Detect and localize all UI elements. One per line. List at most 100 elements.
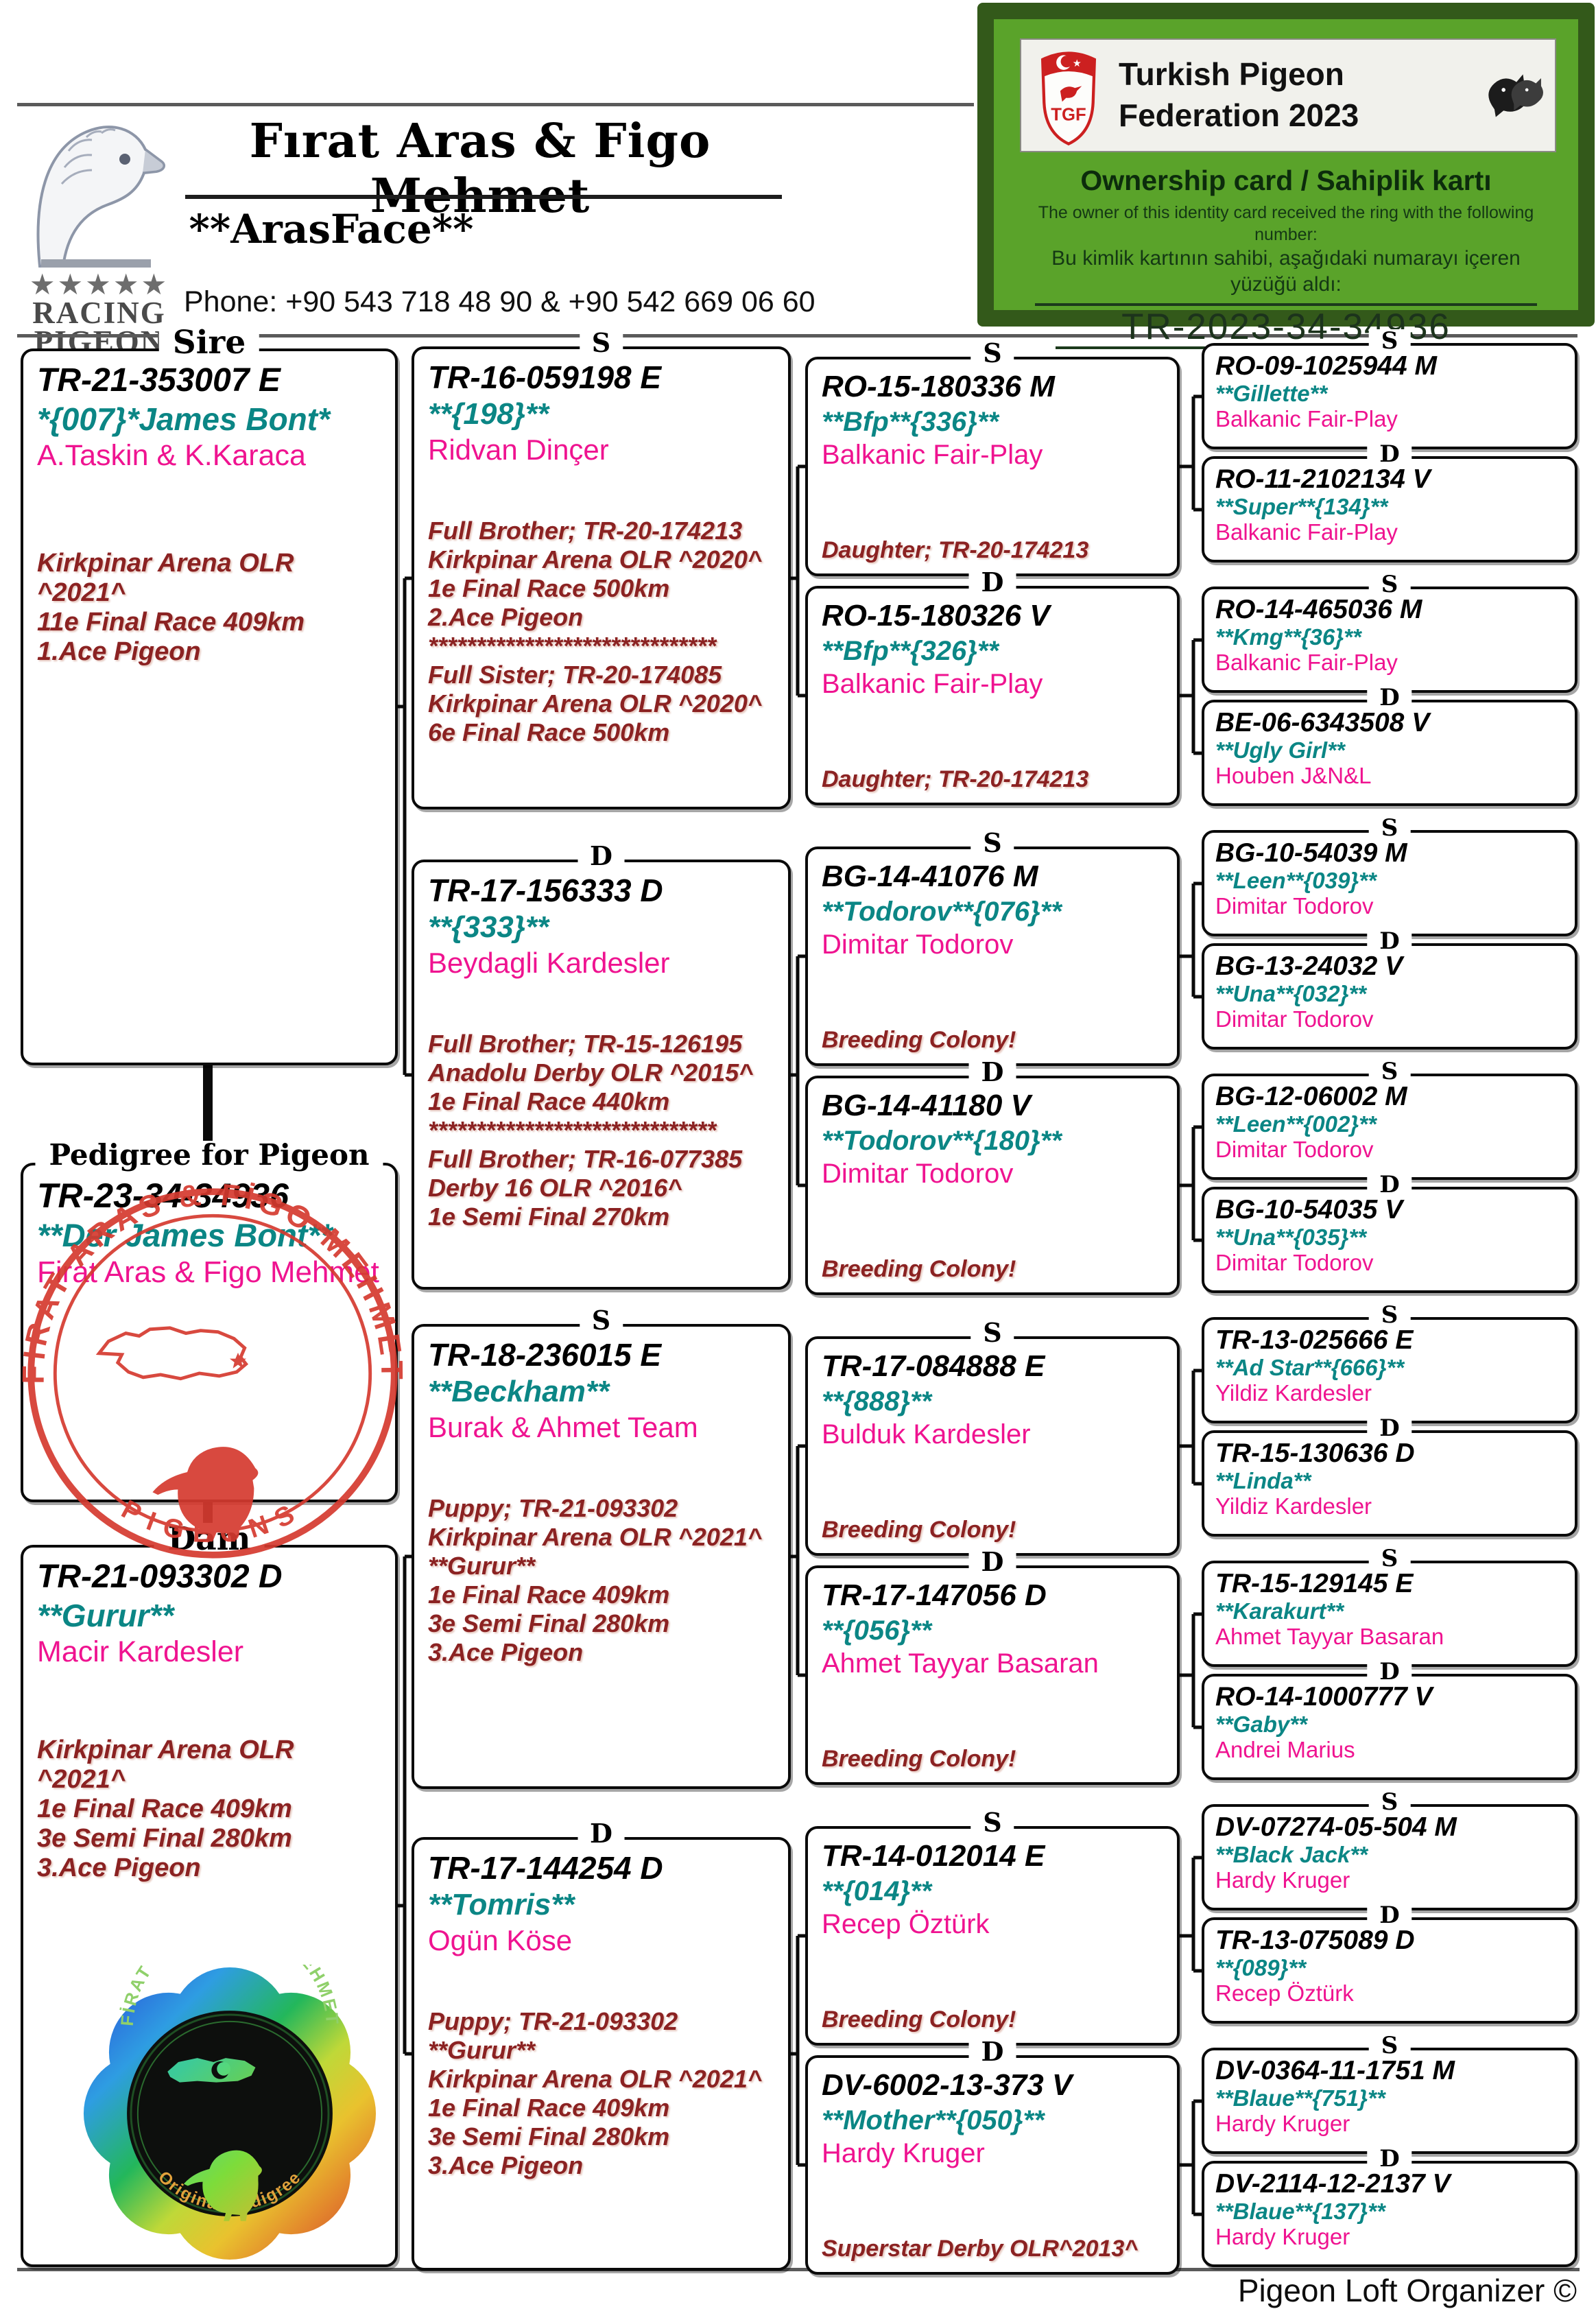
pigeon-name: **Super**{134}** — [1215, 493, 1388, 519]
ring-number: RO-11-2102134 V — [1215, 464, 1431, 494]
svg-text:FIRAT ARAS & FİGO MEHMET: FIRAT ARAS & FİGO MEHMET — [16, 1177, 409, 1384]
sex-label: D — [1367, 686, 1412, 709]
sex-label: D — [1367, 1173, 1412, 1196]
sex-label: D — [968, 2039, 1016, 2065]
page-title: Fırat Aras & Figo Mehmet — [249, 114, 711, 224]
pedigree-box-g4-14: D TR-13-075089 D **{089}** Recep Öztürk — [1202, 1904, 1577, 2024]
pigeon-name: **Una**{035}** — [1215, 1224, 1367, 1250]
ring-number: TR-21-353007 E — [37, 362, 281, 399]
footer-divider — [17, 2268, 1580, 2271]
ring-number: DV-07274-05-504 M — [1215, 1812, 1457, 1842]
ring-number: TR-15-129145 E — [1215, 1569, 1414, 1598]
pedigree-box-g4-12: D RO-14-1000777 V **Gaby** Andrei Marius — [1202, 1660, 1577, 1780]
fancier-name: Ahmet Tayyar Basaran — [822, 1648, 1099, 1679]
ring-number: DV-6002-13-373 V — [822, 2068, 1073, 2102]
fancier-name: Hardy Kruger — [1215, 1867, 1350, 1893]
ring-number: BG-10-54039 M — [1215, 838, 1407, 868]
fancier-name: Houben J&N&L — [1215, 762, 1372, 788]
racing-stars: ★★★★★ — [29, 268, 169, 300]
ring-number: RO-15-180336 M — [822, 370, 1055, 403]
ring-number: DV-0364-11-1751 M — [1215, 2056, 1455, 2085]
phone-number: Phone: +90 543 718 48 90 & +90 542 669 0… — [184, 285, 815, 318]
sex-label: S — [970, 1320, 1014, 1346]
loft-subtitle: **ArasFace** — [189, 206, 474, 252]
fancier-name: Hardy Kruger — [822, 2138, 985, 2168]
pigeon-name: **Gurur** — [37, 1597, 174, 1633]
tgf-text: TGF — [1051, 105, 1086, 124]
fancier-name: A.Taskin & K.Karaca — [37, 438, 306, 472]
card-text-tr-2: yüzüğü aldı: — [1230, 273, 1342, 296]
hologram-sticker-icon: FİRAT ARAS & FİGO MEHMET Original Pedigr… — [83, 1965, 377, 2260]
pedigree-box-g4-15: S DV-0364-11-1751 M **Blaue**{751}** Har… — [1202, 2034, 1577, 2154]
sex-label: S — [1368, 1790, 1411, 1814]
pedigree-box-g2-1: S TR-16-059198 E **{198}** Ridvan Dinçer… — [412, 330, 791, 809]
pedigree-box-g4-2: D RO-11-2102134 V **Super**{134}** Balka… — [1202, 442, 1577, 563]
fancier-name: Dimitar Todorov — [822, 929, 1014, 960]
race-results: Full Brother; TR-15-126195 Anadolu Derby… — [428, 1030, 754, 1231]
pigeon-name: **Leen**{002}** — [1215, 1111, 1377, 1137]
fancier-name: Recep Öztürk — [1215, 1980, 1354, 2006]
fancier-name: Bulduk Kardesler — [822, 1419, 1031, 1449]
sex-label: D — [1367, 442, 1412, 466]
pedigree-box-g4-5: S BG-10-54039 M **Leen**{039}** Dimitar … — [1202, 816, 1577, 936]
federation-line2: Federation 2023 — [1119, 97, 1359, 133]
fancier-name: Recep Öztürk — [822, 1908, 990, 1939]
pedigree-box-subject: Pedigree for Pigeon TR-23-34-34936 **Der… — [21, 1141, 398, 1502]
sex-label: D — [968, 1059, 1016, 1085]
ring-number: BG-12-06002 M — [1215, 1082, 1407, 1111]
pigeon-name: **Bfp**{336}** — [822, 406, 999, 437]
sex-label: D — [1367, 1660, 1412, 1683]
svg-text:★: ★ — [1073, 58, 1082, 69]
pigeon-name: **{014}** — [822, 1875, 932, 1906]
race-results: Breeding Colony! — [822, 1027, 1016, 1053]
race-results: Breeding Colony! — [822, 1256, 1016, 1282]
pedigree-box-g4-13: S DV-07274-05-504 M **Black Jack** Hardy… — [1202, 1790, 1577, 1910]
ring-number: RO-14-1000777 V — [1215, 1682, 1433, 1712]
hologram-turkey-map — [167, 2058, 256, 2083]
pedigree-box-g3-5: S TR-17-084888 E **{888}** Bulduk Kardes… — [805, 1320, 1180, 1556]
ring-number: RO-14-465036 M — [1215, 595, 1422, 624]
race-results: Kirkpinar Arena OLR ^2021^ 1e Final Race… — [37, 1736, 294, 1883]
ownership-card-title: Ownership card / Sahiplik kartı — [1080, 165, 1492, 196]
pedigree-box-g4-1: S RO-09-1025944 M **Gillette** Balkanic … — [1202, 329, 1577, 449]
fancier-name: Dimitar Todorov — [1215, 1249, 1374, 1275]
title-divider — [185, 195, 782, 199]
pigeon-name: **Karakurt** — [1215, 1598, 1344, 1624]
ring-number: BG-14-41076 M — [822, 860, 1038, 893]
pedigree-box-g2-3: S TR-18-236015 E **Beckham** Burak & Ahm… — [412, 1307, 791, 1789]
stamp-pigeon-icon — [152, 1447, 259, 1542]
pigeon-name: **Beckham** — [428, 1375, 610, 1409]
federation-banner: ★ TGF Turkish Pigeon Federation 2023 — [1020, 38, 1556, 152]
fancier-name: Ridvan Dinçer — [428, 433, 609, 466]
sex-label: D — [968, 569, 1016, 595]
ring-number: TR-13-075089 D — [1215, 1926, 1415, 1955]
pedigree-box-g3-1: S RO-15-180336 M **Bfp**{336}** Balkanic… — [805, 340, 1180, 576]
ring-number: BG-10-54035 V — [1215, 1195, 1403, 1224]
pedigree-box-g4-8: D BG-10-54035 V **Una**{035}** Dimitar T… — [1202, 1173, 1577, 1293]
ring-number: TR-21-093302 D — [37, 1559, 283, 1595]
sex-label: S — [1368, 816, 1411, 840]
race-results: Breeding Colony! — [822, 2006, 1016, 2033]
sex-label: S — [1368, 1060, 1411, 1083]
card-text-tr-1: Bu kimlik kartının sahibi, aşağıdaki num… — [1051, 247, 1521, 270]
fancier-name: Ogün Köse — [428, 1923, 573, 1956]
fancier-name: Balkanic Fair-Play — [822, 668, 1043, 699]
pigeon-name: *{007}*James Bont* — [37, 401, 331, 437]
ring-number: BE-06-6343508 V — [1215, 708, 1430, 737]
ring-number: TR-18-236015 E — [428, 1337, 662, 1373]
race-results: Kirkpinar Arena OLR ^2021^ 11e Final Rac… — [37, 549, 305, 667]
hologram-pigeon — [183, 2150, 262, 2221]
pedigree-box-g4-6: D BG-13-24032 V **Una**{032}** Dimitar T… — [1202, 929, 1577, 1050]
race-results: Daughter; TR-20-174213 — [822, 766, 1089, 792]
ring-number-rule-top — [1035, 303, 1537, 306]
pedigree-box-g3-7: S TR-14-012014 E **{014}** Recep Öztürk … — [805, 1810, 1180, 2046]
race-results: Full Brother; TR-20-174213 Kirkpinar Are… — [428, 517, 762, 747]
ring-number: TR-15-130636 D — [1215, 1438, 1415, 1468]
pigeon-name: **Ugly Girl** — [1215, 737, 1345, 763]
sex-label: S — [970, 830, 1014, 856]
loft-stamp-icon: FIRAT ARAS & FİGO MEHMET PIGEONS — [16, 1177, 409, 1559]
star-icon — [229, 1352, 247, 1369]
racing-text: RACING — [32, 296, 166, 330]
